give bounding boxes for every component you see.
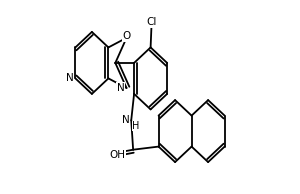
Text: N: N <box>117 83 124 93</box>
Text: O: O <box>122 31 131 41</box>
Text: H: H <box>132 121 140 131</box>
Text: OH: OH <box>109 150 125 160</box>
Text: N: N <box>66 73 74 83</box>
Text: N: N <box>122 115 129 125</box>
Text: Cl: Cl <box>146 17 157 27</box>
